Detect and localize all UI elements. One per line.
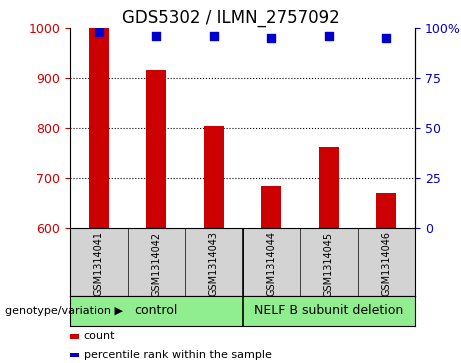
Text: percentile rank within the sample: percentile rank within the sample [84,350,272,360]
Text: control: control [135,305,178,318]
Text: GSM1314045: GSM1314045 [324,231,334,297]
Text: NELF B subunit deletion: NELF B subunit deletion [254,305,403,318]
Text: GSM1314046: GSM1314046 [381,231,391,297]
Text: count: count [84,331,115,341]
Text: GSM1314042: GSM1314042 [151,231,161,297]
Bar [261,186,281,228]
Point [267,35,275,41]
Point [383,35,390,41]
Bar [146,70,166,228]
Text: GSM1314044: GSM1314044 [266,231,276,297]
Text: GDS5302 / ILMN_2757092: GDS5302 / ILMN_2757092 [122,9,339,27]
Bar [204,126,224,228]
Text: genotype/variation ▶: genotype/variation ▶ [5,306,123,316]
Point [210,33,218,39]
Bar [376,192,396,228]
Point [153,33,160,39]
Point [325,33,332,39]
Bar [89,28,109,228]
Bar [319,147,339,228]
Point [95,29,102,35]
Text: GSM1314041: GSM1314041 [94,231,104,297]
Text: GSM1314043: GSM1314043 [209,231,219,297]
